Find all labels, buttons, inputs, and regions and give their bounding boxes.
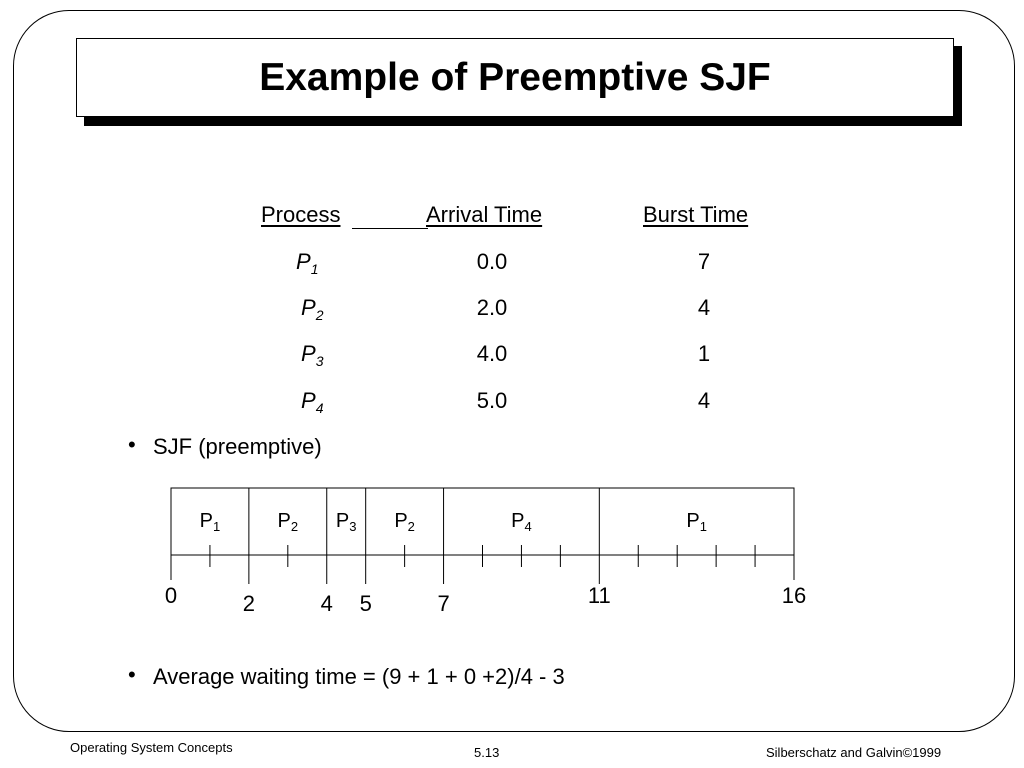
process-name: P3 [301, 341, 324, 369]
burst-value: 7 [697, 249, 711, 274]
time-label: 7 [437, 591, 449, 616]
header-underline-gap [352, 228, 428, 229]
slide-frame [13, 10, 1015, 732]
process-name: P1 [296, 249, 319, 277]
process-name: P2 [301, 295, 324, 323]
segment-label: P2 [278, 510, 299, 534]
time-label: 16 [782, 583, 806, 608]
time-label: 5 [360, 591, 372, 616]
slide-title: Example of Preemptive SJF [259, 55, 771, 99]
burst-value: 4 [697, 295, 711, 320]
time-label: 4 [321, 591, 333, 616]
segment-label: P1 [200, 510, 221, 534]
process-name: P4 [301, 388, 324, 416]
burst-value: 1 [697, 341, 711, 366]
footer-page-number: 5.13 [474, 745, 500, 760]
bullet-dot: • [128, 432, 136, 457]
arrival-value: 4.0 [476, 341, 508, 366]
bullet-dot: • [128, 662, 136, 687]
header-arrival-time: Arrival Time [426, 202, 543, 227]
title-box: Example of Preemptive SJF [76, 38, 954, 117]
footer-left: Operating System Concepts [70, 740, 233, 755]
segment-label: P4 [511, 510, 532, 534]
segment-label: P3 [336, 510, 357, 534]
time-label: 2 [243, 591, 255, 616]
arrival-value: 0.0 [476, 249, 508, 274]
header-burst-time: Burst Time [643, 202, 749, 227]
segment-label: P1 [686, 510, 707, 534]
bullet-sjf: SJF (preemptive) [153, 434, 322, 459]
footer-right: Silberschatz and Galvin©1999 [766, 745, 942, 760]
arrival-value: 5.0 [476, 388, 508, 413]
time-label: 11 [588, 583, 611, 608]
bullet-average-waiting-time: Average waiting time = (9 + 1 + 0 +2)/4 … [153, 664, 565, 689]
burst-value: 4 [697, 388, 711, 413]
segment-label: P2 [394, 510, 415, 534]
header-process: Process [261, 202, 341, 227]
time-label: 0 [165, 583, 177, 608]
arrival-value: 2.0 [476, 295, 508, 320]
